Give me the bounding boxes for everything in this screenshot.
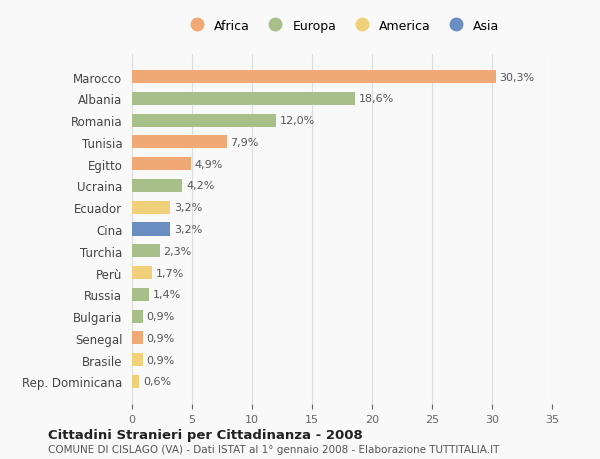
Bar: [132, 93, 355, 106]
Legend: Africa, Europa, America, Asia: Africa, Europa, America, Asia: [181, 16, 503, 36]
Bar: [132, 288, 149, 301]
Bar: [132, 223, 170, 236]
Text: 18,6%: 18,6%: [359, 94, 394, 104]
Text: 30,3%: 30,3%: [499, 73, 535, 83]
Bar: [132, 266, 152, 280]
Bar: [132, 245, 160, 258]
Text: Cittadini Stranieri per Cittadinanza - 2008: Cittadini Stranieri per Cittadinanza - 2…: [48, 428, 363, 442]
Bar: [132, 331, 143, 345]
Bar: [132, 201, 170, 214]
Bar: [132, 310, 143, 323]
Text: 12,0%: 12,0%: [280, 116, 315, 126]
Text: 4,2%: 4,2%: [186, 181, 214, 191]
Text: COMUNE DI CISLAGO (VA) - Dati ISTAT al 1° gennaio 2008 - Elaborazione TUTTITALIA: COMUNE DI CISLAGO (VA) - Dati ISTAT al 1…: [48, 444, 499, 454]
Text: 3,2%: 3,2%: [174, 224, 202, 235]
Bar: [132, 158, 191, 171]
Text: 7,9%: 7,9%: [230, 138, 259, 148]
Bar: [132, 71, 496, 84]
Text: 1,7%: 1,7%: [156, 268, 184, 278]
Bar: [132, 114, 276, 128]
Bar: [132, 136, 227, 149]
Text: 3,2%: 3,2%: [174, 203, 202, 213]
Text: 0,9%: 0,9%: [146, 311, 175, 321]
Bar: [132, 375, 139, 388]
Bar: [132, 179, 182, 193]
Text: 0,9%: 0,9%: [146, 333, 175, 343]
Text: 1,4%: 1,4%: [152, 290, 181, 300]
Text: 0,9%: 0,9%: [146, 355, 175, 365]
Text: 4,9%: 4,9%: [194, 159, 223, 169]
Text: 0,6%: 0,6%: [143, 376, 171, 386]
Text: 2,3%: 2,3%: [163, 246, 191, 256]
Bar: [132, 353, 143, 366]
